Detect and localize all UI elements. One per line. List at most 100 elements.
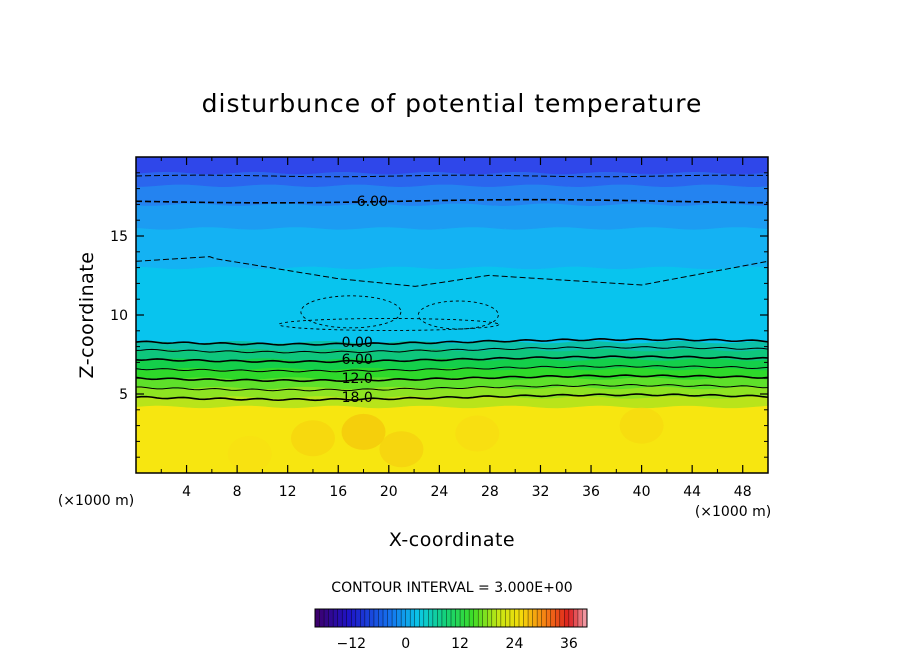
x-tick-label: 8 <box>233 484 242 500</box>
colorbar-cell <box>528 609 533 627</box>
colorbar-cell <box>573 609 579 627</box>
colorbar-cell <box>428 609 434 627</box>
contour-line <box>135 346 769 354</box>
field-band <box>135 266 769 344</box>
x-tick-label: 36 <box>582 484 600 500</box>
warm-anomaly <box>227 436 272 473</box>
x-axis-unit-left: (×1000 m) <box>58 493 134 509</box>
x-tick-label: 16 <box>329 484 347 500</box>
contour-labels: -6.00 0.006.00 12.0 18.0 <box>342 194 388 406</box>
x-axis-label: X-coordinate <box>389 529 515 551</box>
colorbar-tick-label: 24 <box>506 636 524 652</box>
contour-patch <box>300 295 402 329</box>
contour-patch <box>417 300 499 330</box>
x-axis-ticks: 4 8 12 16 20 24 28 32 36 40 44 48 <box>160 157 752 500</box>
colorbar-cell <box>333 609 338 627</box>
colorbar-cell <box>491 609 497 627</box>
colorbar-cell <box>582 609 588 627</box>
y-axis-ticks: 5 10 15 <box>110 172 768 458</box>
colorbar-frame <box>314 608 588 628</box>
x-tick-label: 40 <box>633 484 651 500</box>
colorbar-cell <box>419 609 425 627</box>
colorbar-cell <box>346 609 352 627</box>
field-band <box>135 156 769 175</box>
contour-label: 0.00 <box>342 335 373 351</box>
colorbar-cell <box>328 609 334 627</box>
colorbar-cell <box>392 609 397 627</box>
colorbar-cell <box>469 609 474 627</box>
colorbar-cell <box>577 609 583 627</box>
contour-label: 12.0 <box>342 371 373 387</box>
colorbar-cell <box>396 609 402 627</box>
x-tick-label: 28 <box>481 484 499 500</box>
colorbar-cell <box>337 609 343 627</box>
colorbar-cell <box>519 609 524 627</box>
colorbar-cell <box>514 609 520 627</box>
y-axis-label: Z-coordinate <box>76 252 98 379</box>
colorbar-cell <box>423 609 429 627</box>
contour-line <box>135 174 769 178</box>
contour-line <box>135 384 769 392</box>
y-tick-label: 5 <box>119 387 128 403</box>
colorbar-cell <box>342 609 348 627</box>
colorbar-cell <box>473 609 479 627</box>
x-tick-label: 4 <box>182 484 191 500</box>
colorbar-cell <box>387 609 393 627</box>
colorbar-tick-label: 12 <box>451 636 469 652</box>
colorbar-cell <box>324 609 329 627</box>
colorbar-cell <box>360 609 366 627</box>
colorbar-cell <box>564 609 570 627</box>
contour-lines <box>135 174 769 402</box>
y-tick-label: 15 <box>110 229 128 245</box>
contour-line <box>135 256 769 287</box>
colorbar-cell <box>405 609 411 627</box>
warm-anomaly <box>619 407 664 444</box>
contour-line <box>135 198 769 204</box>
x-tick-label: 20 <box>380 484 398 500</box>
warm-anomaly <box>290 420 335 457</box>
contour-patch <box>278 318 500 331</box>
colorbar-cell <box>478 609 484 627</box>
colorbar-cell <box>383 609 388 627</box>
colorbar-cell <box>351 609 357 627</box>
x-tick-label: 32 <box>532 484 550 500</box>
colorbar-cell <box>432 609 438 627</box>
colorbar-cell <box>355 609 361 627</box>
colorbar-cell <box>496 609 502 627</box>
temperature-field <box>135 156 769 474</box>
colorbar-cell <box>537 609 542 627</box>
colorbar-cell <box>509 609 515 627</box>
colorbar-cell <box>568 609 574 627</box>
colorbar-cell <box>559 609 565 627</box>
colorbar-cell <box>464 609 470 627</box>
contour-label: 18.0 <box>342 390 373 406</box>
contour-label: -6.00 <box>352 194 388 210</box>
colorbar-cell <box>505 609 511 627</box>
x-axis-unit-right: (×1000 m) <box>695 504 771 520</box>
colorbar-cell <box>315 609 320 627</box>
chart-title: disturbunce of potential temperature <box>202 89 703 118</box>
field-band <box>135 202 769 230</box>
colorbar-tick-labels: −12 0 12 24 36 <box>336 636 577 652</box>
colorbar-cell <box>541 609 547 627</box>
colorbar-cell <box>523 609 529 627</box>
colorbar-cell <box>455 609 461 627</box>
field-band <box>135 171 769 188</box>
colorbar-cell <box>550 609 556 627</box>
colorbar-cell <box>364 609 370 627</box>
x-tick-label: 12 <box>279 484 297 500</box>
colorbar-cell <box>555 609 561 627</box>
contour-label: 6.00 <box>342 352 373 368</box>
x-tick-label: 24 <box>430 484 448 500</box>
contour-line <box>135 355 769 364</box>
warm-anomaly <box>455 415 500 452</box>
colorbar-cell <box>437 609 443 627</box>
colorbar-cell <box>378 609 384 627</box>
colorbar-cell <box>441 609 447 627</box>
colorbar-cell <box>487 609 493 627</box>
colorbar-cell <box>546 609 552 627</box>
contour-line <box>135 393 769 402</box>
contour-interval-text: CONTOUR INTERVAL = 3.000E+00 <box>331 580 572 596</box>
warm-anomaly <box>341 413 386 450</box>
